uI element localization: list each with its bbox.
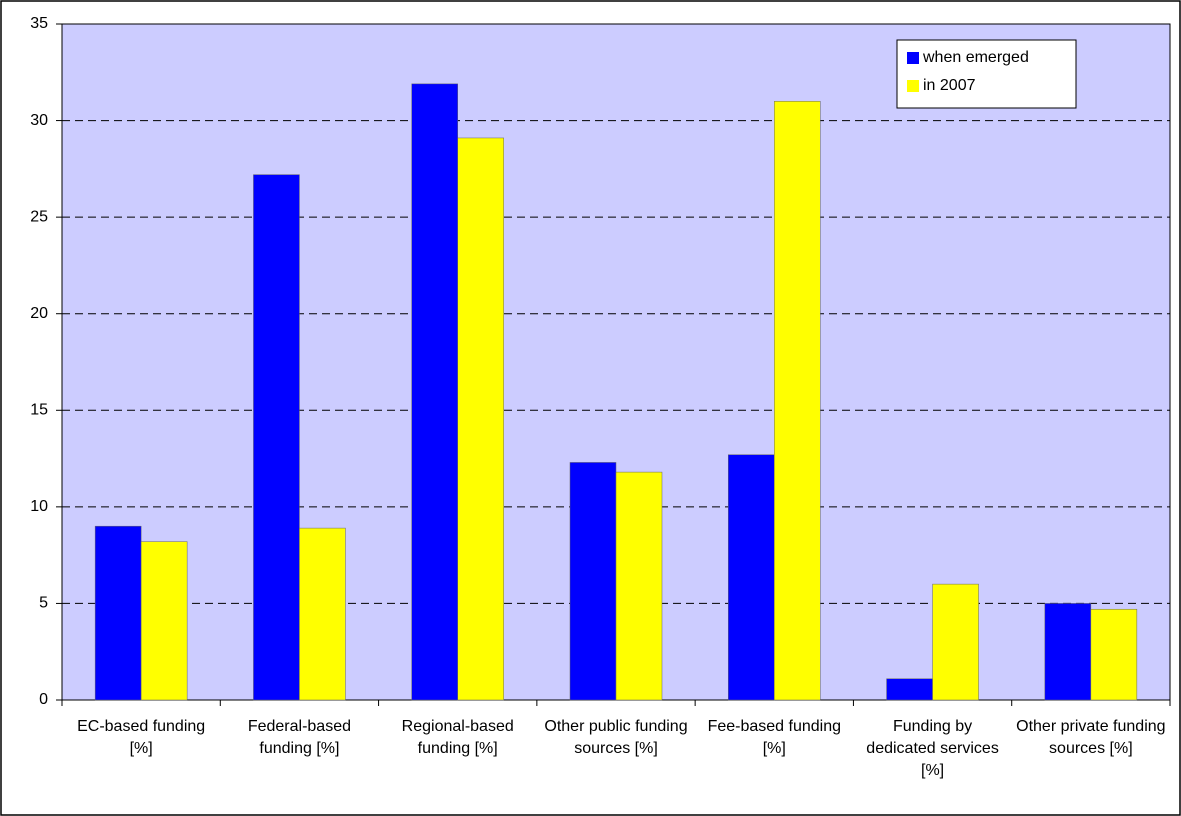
x-tick-label: Funding by dedicated services [%]	[866, 718, 999, 779]
x-tick-label: Other public funding sources [%]	[544, 718, 688, 757]
bar	[1044, 603, 1092, 701]
y-tick-label: 10	[30, 498, 48, 515]
bar	[1090, 608, 1138, 701]
x-tick-label: Other private funding sources [%]	[1016, 718, 1166, 757]
x-tick-label: Federal-based funding [%]	[247, 718, 351, 757]
y-tick-label: 5	[39, 595, 48, 612]
bar	[140, 541, 188, 701]
bar	[774, 101, 821, 701]
bar	[569, 462, 617, 701]
y-tick-label: 25	[30, 208, 48, 225]
x-tick-label: Regional-based funding [%]	[401, 718, 514, 757]
legend-label: when emerged	[922, 49, 1029, 66]
y-tick-label: 20	[30, 305, 48, 322]
bar	[457, 137, 504, 701]
bar	[728, 454, 775, 701]
bar	[253, 174, 300, 701]
bar	[886, 678, 933, 701]
bar	[299, 527, 346, 701]
y-tick-label: 0	[39, 691, 48, 708]
legend-box	[896, 39, 1077, 109]
x-tick-label: Fee-based funding [%]	[707, 718, 841, 757]
bar	[94, 525, 142, 701]
bar	[615, 471, 663, 701]
x-tick-label: EC-based funding [%]	[77, 718, 206, 757]
y-tick-label: 35	[30, 15, 48, 32]
legend-swatch	[907, 52, 919, 64]
bar	[932, 583, 979, 701]
legend-swatch	[907, 80, 919, 92]
y-tick-label: 15	[30, 402, 48, 419]
bar	[411, 83, 458, 701]
legend-label: in 2007	[923, 77, 976, 94]
y-tick-label: 30	[30, 112, 48, 129]
